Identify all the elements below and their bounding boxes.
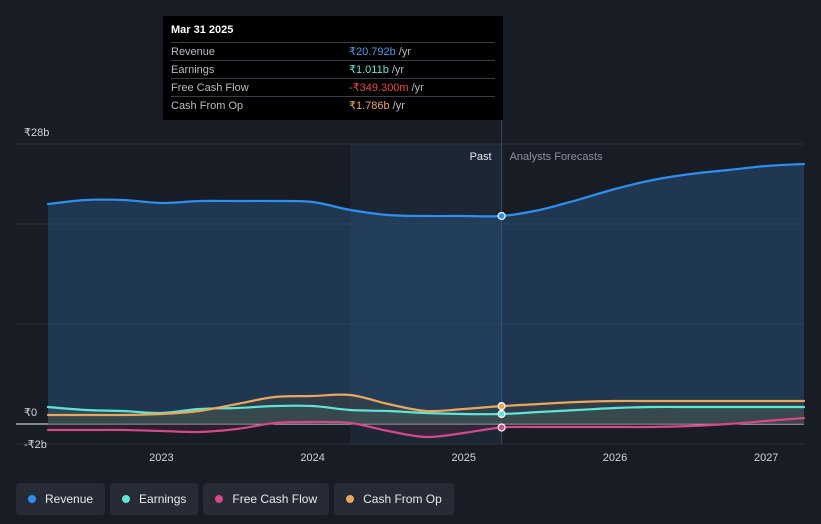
series-line-cash-from-op [46,393,806,417]
legend: Revenue Earnings Free Cash Flow Cash Fro… [16,483,454,515]
series-line-free-cash-flow [46,416,806,439]
tooltip-row-revenue: Revenue ₹20.792b /yr [171,42,495,60]
legend-label: Free Cash Flow [232,492,318,506]
legend-label: Earnings [139,492,187,506]
tooltip-label: Cash From Op [171,99,244,112]
revenue-dot-icon [28,495,36,503]
tooltip-unit: /yr [411,81,424,94]
y-tick-label: ₹28b [24,127,49,139]
tooltip-date: Mar 31 2025 [171,24,234,36]
tooltip-label: Earnings [171,63,215,76]
y-tick-label: -₹2b [24,439,47,451]
x-tick-label: 2025 [452,452,476,464]
past-label: Past [470,151,492,163]
tooltip-label: Free Cash Flow [171,81,249,94]
marker-cash-from-op [497,402,506,411]
tooltip-value: ₹20.792b [349,46,396,58]
x-tick-label: 2026 [603,452,627,464]
legend-item-cash-from-op[interactable]: Cash From Op [334,483,454,515]
tooltip: Mar 31 2025 Revenue ₹20.792b /yr Earning… [163,16,503,120]
series-line-earnings [46,404,806,416]
x-tick-label: 2027 [754,452,778,464]
legend-item-revenue[interactable]: Revenue [16,483,106,515]
tooltip-unit: /yr [398,45,411,58]
series-area-earnings [48,405,804,424]
free-cash-flow-dot-icon [215,495,224,503]
x-tick-label: 2023 [149,452,173,464]
tooltip-label: Revenue [171,45,216,58]
tooltip-value: -₹349.300m [349,82,409,94]
tooltip-row-free-cash-flow: Free Cash Flow -₹349.300m /yr [171,78,495,96]
series-line-revenue [46,162,806,218]
past-region [350,144,502,444]
tooltip-value: ₹1.011b [349,64,389,76]
cash-from-op-dot-icon [346,495,355,503]
y-tick-label: ₹0 [24,407,37,419]
marker-free-cash-flow [497,423,506,432]
tooltip-unit: /yr [391,63,405,76]
series-area-revenue [48,164,804,424]
legend-label: Cash From Op [363,492,442,506]
x-tick-label: 2024 [300,452,324,464]
series-area-free-cash-flow [48,418,804,438]
tooltip-row-cash-from-op: Cash From Op ₹1.786b /yr [171,96,495,114]
tooltip-unit: /yr [392,99,405,112]
marker-earnings [497,409,506,419]
tooltip-value: ₹1.786b [349,100,390,112]
marker-revenue [497,211,506,221]
legend-label: Revenue [45,492,94,506]
tooltip-row-earnings: Earnings ₹1.011b /yr [171,60,495,78]
forecast-label: Analysts Forecasts [510,151,603,163]
legend-item-free-cash-flow[interactable]: Free Cash Flow [203,483,330,515]
legend-item-earnings[interactable]: Earnings [110,483,199,515]
earnings-dot-icon [122,495,131,503]
